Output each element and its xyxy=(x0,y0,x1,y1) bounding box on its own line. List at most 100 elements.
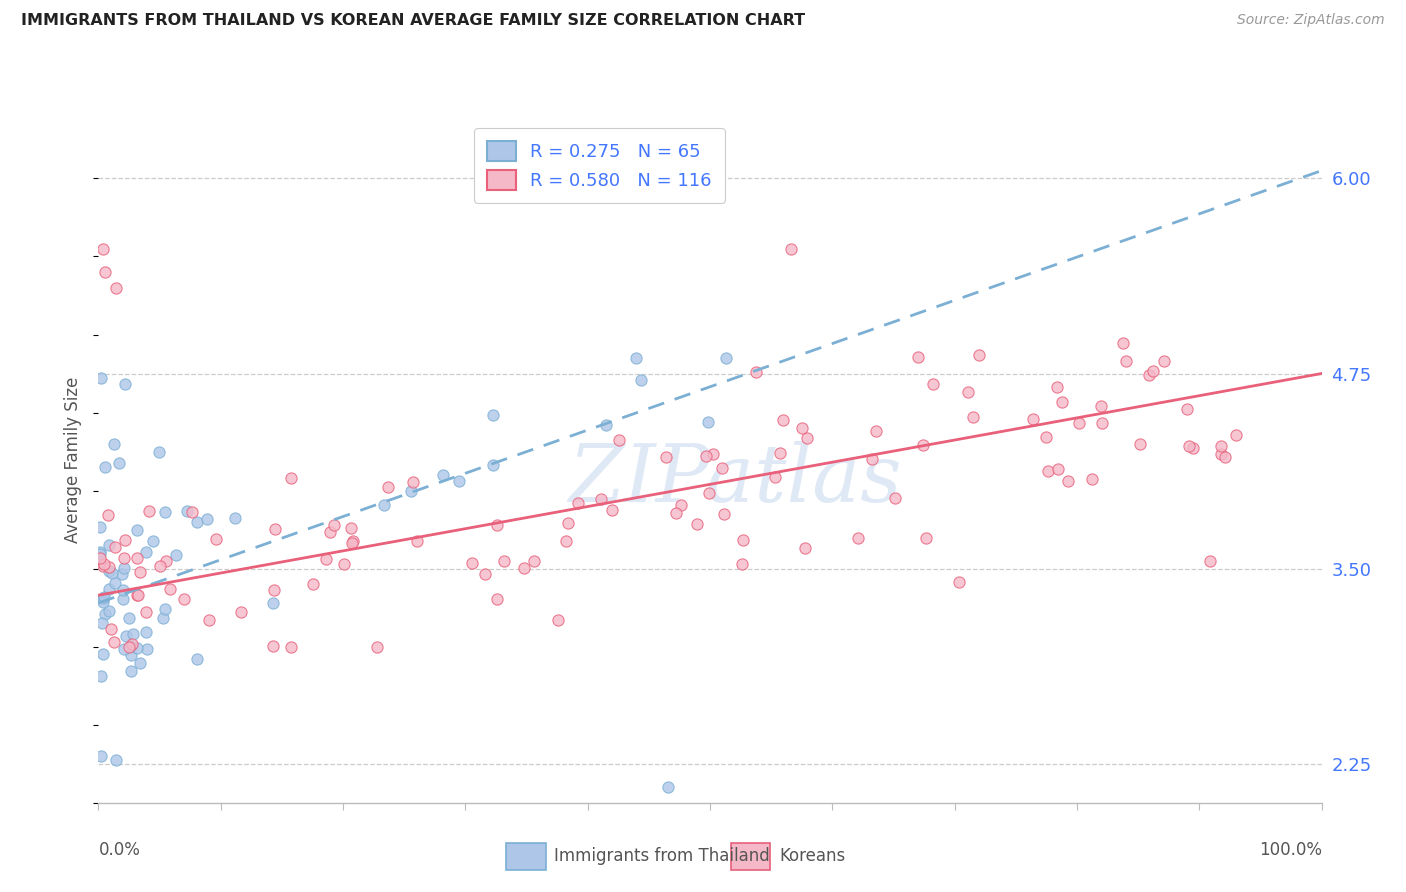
Point xyxy=(710,461,733,475)
Point xyxy=(149,558,172,573)
Point xyxy=(340,521,363,535)
Point xyxy=(159,582,181,596)
Point xyxy=(492,554,515,568)
Point xyxy=(1035,430,1057,444)
Point xyxy=(697,416,720,430)
Point xyxy=(911,438,934,452)
Point xyxy=(98,564,121,578)
Text: IMMIGRANTS FROM THAILAND VS KOREAN AVERAGE FAMILY SIZE CORRELATION CHART: IMMIGRANTS FROM THAILAND VS KOREAN AVERA… xyxy=(21,13,806,29)
Point xyxy=(399,484,422,499)
Point xyxy=(513,561,536,575)
Point xyxy=(557,516,579,531)
Point xyxy=(94,265,117,279)
Point xyxy=(91,615,114,630)
Point xyxy=(695,449,717,463)
Point xyxy=(121,637,143,651)
Text: ZIPatlas: ZIPatlas xyxy=(568,442,901,519)
Point xyxy=(105,753,128,767)
Point xyxy=(962,410,984,425)
Point xyxy=(111,591,134,606)
Point xyxy=(152,610,174,624)
Point xyxy=(1115,353,1137,368)
Point xyxy=(89,555,111,569)
Point xyxy=(135,624,157,639)
Point xyxy=(914,531,936,545)
Point xyxy=(93,591,115,605)
Point xyxy=(120,648,142,662)
Point xyxy=(1175,402,1198,417)
Point xyxy=(181,505,204,519)
Point xyxy=(93,557,115,571)
Y-axis label: Average Family Size: Average Family Size xyxy=(65,376,83,542)
Point xyxy=(1225,428,1247,442)
Point xyxy=(713,507,735,521)
Point xyxy=(714,351,737,365)
Point xyxy=(319,524,342,539)
Point xyxy=(176,504,198,518)
Point xyxy=(763,470,786,484)
Point xyxy=(769,446,792,460)
Point xyxy=(91,647,114,661)
Point xyxy=(302,576,325,591)
Point xyxy=(122,626,145,640)
Point xyxy=(333,557,356,571)
Point xyxy=(485,518,508,533)
Point xyxy=(89,547,111,561)
Point xyxy=(1046,380,1069,394)
Point xyxy=(315,551,337,566)
Point xyxy=(956,384,979,399)
Text: Immigrants from Thailand: Immigrants from Thailand xyxy=(554,847,769,865)
Point xyxy=(846,531,869,545)
Point xyxy=(907,350,929,364)
Point xyxy=(686,517,709,532)
Point xyxy=(793,541,815,555)
Point xyxy=(1046,461,1069,475)
Point xyxy=(1128,437,1150,451)
Point xyxy=(112,642,135,657)
Point xyxy=(523,554,546,568)
Point xyxy=(366,640,388,654)
Point xyxy=(186,515,208,529)
Point xyxy=(432,467,454,482)
Point xyxy=(671,498,693,512)
Point xyxy=(481,458,503,473)
Point xyxy=(567,496,589,510)
Point xyxy=(197,512,219,526)
Point xyxy=(697,486,720,500)
Point xyxy=(93,594,115,608)
Point xyxy=(772,412,794,426)
Point xyxy=(155,602,177,616)
Point xyxy=(263,582,285,597)
Point xyxy=(264,522,287,536)
Point xyxy=(205,532,228,546)
Point xyxy=(104,281,127,295)
Point xyxy=(474,566,496,581)
Point xyxy=(100,623,122,637)
Point xyxy=(103,437,125,451)
Point xyxy=(148,444,170,458)
Point xyxy=(129,565,152,579)
Point xyxy=(155,505,177,519)
Point xyxy=(90,371,112,385)
Point xyxy=(197,613,219,627)
Point xyxy=(485,591,508,606)
Point xyxy=(1111,335,1133,350)
Point xyxy=(969,348,991,362)
Point xyxy=(1090,399,1112,413)
Point xyxy=(262,596,284,610)
Point xyxy=(884,491,907,506)
Point xyxy=(127,588,149,602)
Point xyxy=(114,533,136,547)
Text: Source: ZipAtlas.com: Source: ZipAtlas.com xyxy=(1237,13,1385,28)
Point xyxy=(1142,364,1164,378)
Point xyxy=(482,409,505,423)
Point xyxy=(657,780,679,794)
Point xyxy=(142,533,165,548)
Point xyxy=(89,550,111,565)
Point xyxy=(922,377,945,392)
Point xyxy=(135,605,157,619)
Point xyxy=(118,640,141,654)
Point xyxy=(1178,439,1201,453)
Point xyxy=(665,506,688,520)
Point xyxy=(90,749,112,764)
